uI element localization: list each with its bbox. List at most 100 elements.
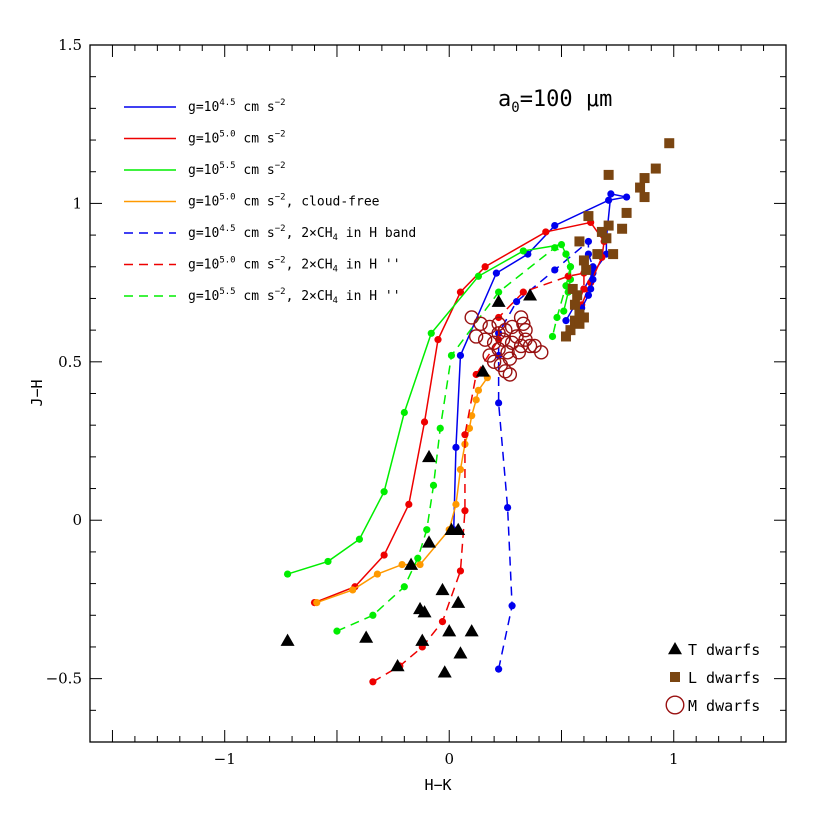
series-point	[456, 465, 465, 474]
model-series	[313, 374, 491, 607]
marker-triangle	[523, 288, 538, 301]
marker-circle	[491, 326, 506, 341]
marker-triangle	[390, 658, 405, 672]
series-point	[508, 602, 516, 610]
marker-triangle	[475, 364, 490, 377]
series-point	[495, 665, 503, 673]
series-point	[313, 599, 321, 607]
series-point	[447, 351, 456, 360]
series-point	[461, 507, 469, 515]
marker-square	[670, 672, 680, 682]
observed-dwarfs	[280, 138, 675, 678]
series-point	[438, 618, 447, 626]
marker-square	[567, 283, 578, 294]
series-point	[605, 196, 613, 204]
series-point	[474, 272, 483, 280]
series-point	[420, 418, 429, 426]
series-point	[587, 285, 595, 293]
series-point	[373, 570, 381, 578]
marker-square	[639, 173, 650, 184]
series-point	[564, 272, 572, 280]
model-tracks	[283, 190, 631, 686]
legend-label: g=105.0 cm s−2, 2×CH4 in H ''	[188, 256, 401, 275]
series-point	[622, 193, 631, 201]
marker-circle	[504, 335, 520, 351]
dwarf-legend: T dwarfs L dwarfs M dwarfs	[665, 641, 760, 715]
grain-size-annotation: a0=100 μm	[498, 87, 612, 116]
marker-circle	[500, 345, 515, 360]
marker-square	[596, 226, 607, 237]
marker-circle	[527, 338, 542, 354]
series-point	[416, 560, 424, 569]
series-point	[548, 332, 557, 341]
marker-square	[578, 312, 589, 323]
marker-triangle	[464, 624, 479, 637]
marker-triangle	[280, 633, 295, 646]
marker-triangle	[359, 630, 374, 643]
observation-group	[560, 138, 675, 342]
series-point	[553, 313, 561, 322]
series-point	[472, 396, 480, 404]
series-point	[461, 431, 469, 439]
series-point	[456, 351, 465, 360]
x-tick-label: −1	[214, 750, 236, 768]
series-point	[566, 263, 575, 271]
marker-triangle	[453, 646, 468, 659]
marker-square	[578, 255, 589, 266]
series-point	[584, 237, 593, 246]
marker-triangle	[491, 294, 506, 307]
series-point	[414, 554, 422, 562]
plot-frame	[89, 44, 787, 743]
series-point	[427, 329, 435, 337]
dwarf-legend-label: T dwarfs	[688, 641, 760, 659]
series-line	[372, 272, 585, 683]
series-point	[560, 307, 568, 315]
marker-square	[574, 318, 585, 329]
marker-square	[603, 220, 614, 231]
series-point	[423, 526, 431, 534]
model-legend: g=104.5 cm s−2 g=105.0 cm s−2 g=105.5 cm s…	[124, 98, 416, 306]
series-point	[380, 488, 388, 496]
series-point	[481, 263, 489, 271]
marker-square	[617, 223, 628, 234]
marker-square	[603, 169, 614, 180]
marker-circle	[504, 319, 520, 335]
marker-square	[601, 233, 612, 244]
observation-group	[464, 310, 549, 382]
marker-square	[650, 163, 661, 174]
marker-square	[574, 236, 585, 247]
series-point	[584, 291, 593, 299]
marker-circle	[516, 316, 531, 331]
model-series	[369, 269, 588, 686]
marker-triangle	[422, 535, 437, 548]
model-series	[333, 244, 575, 635]
series-point	[519, 288, 527, 296]
series-point	[492, 269, 500, 277]
series-line	[452, 193, 627, 530]
series-point	[474, 386, 483, 394]
marker-circle	[486, 354, 502, 370]
series-point	[504, 503, 512, 512]
marker-square	[583, 211, 594, 222]
marker-circle	[513, 310, 529, 325]
series-point	[405, 500, 413, 508]
legend-label: g=105.5 cm s−2, 2×CH4 in H ''	[188, 287, 401, 306]
marker-circle	[482, 319, 497, 335]
series-point	[607, 190, 615, 198]
marker-triangle	[437, 665, 452, 678]
axis-ticks: −1 0 1 −0.5 0 0.5 1 1.5	[46, 36, 787, 768]
y-tick-label: 1	[72, 194, 82, 212]
marker-circle	[502, 367, 518, 382]
marker-triangle	[451, 522, 466, 535]
marker-triangle	[415, 633, 430, 646]
series-point	[400, 583, 408, 591]
y-tick-label: −0.5	[46, 670, 82, 688]
series-point	[495, 288, 503, 296]
marker-triangle	[442, 624, 457, 637]
series-point	[380, 551, 388, 559]
series-point	[465, 424, 474, 432]
marker-circle	[522, 338, 538, 354]
marker-circle	[477, 332, 493, 347]
y-tick-label: 0.5	[58, 353, 82, 371]
